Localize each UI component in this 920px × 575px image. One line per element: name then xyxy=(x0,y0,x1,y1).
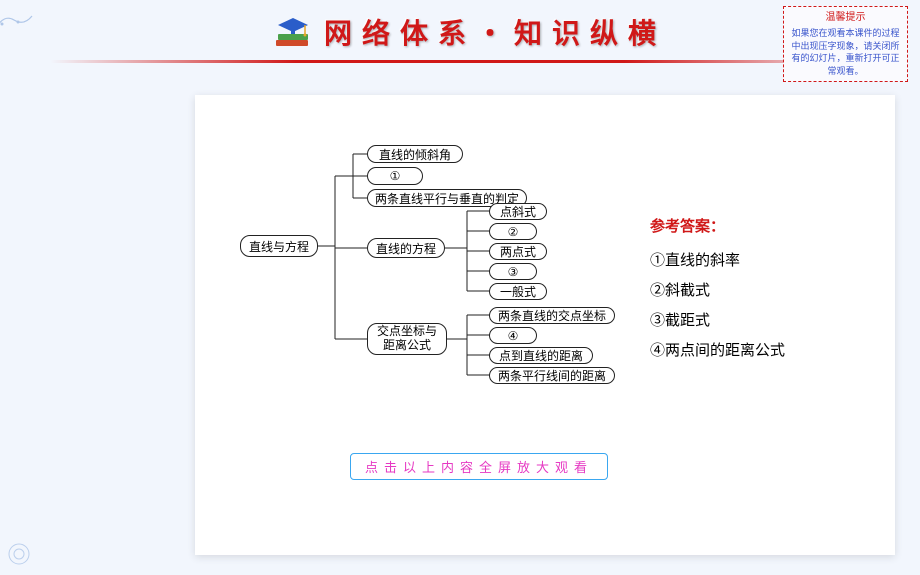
tree-node-g2n5: 一般式 xyxy=(489,283,547,300)
hint-box: 温馨提示 如果您在观看本课件的过程中出现压字现象，请关闭所有的幻灯片，重新打开可… xyxy=(783,6,908,82)
decoration-top-left xyxy=(0,10,34,32)
answers-title: 参考答案： xyxy=(650,212,785,242)
tree-node-g3n4: 两条平行线间的距离 xyxy=(489,367,615,384)
books-cap-icon xyxy=(272,12,314,54)
decoration-bottom-left xyxy=(4,539,34,569)
tree-node-group3-parent: 交点坐标与距离公式 xyxy=(367,323,447,355)
tree-node-g1n1: 直线的倾斜角 xyxy=(367,145,463,163)
answer-item: ①直线的斜率 xyxy=(650,246,785,276)
tree-node-g1n2: ① xyxy=(367,167,423,185)
answers-panel: 参考答案： ①直线的斜率 ②斜截式 ③截距式 ④两点间的距离公式 xyxy=(650,212,785,366)
answer-item: ④两点间的距离公式 xyxy=(650,336,785,366)
tree-node-g3n3: 点到直线的距离 xyxy=(489,347,593,364)
page-title: 网络体系・知识纵横 xyxy=(324,12,666,52)
tree-node-g2n3: 两点式 xyxy=(489,243,547,260)
answer-item: ②斜截式 xyxy=(650,276,785,306)
tree-node-g2n1: 点斜式 xyxy=(489,203,547,220)
tree-node-group2-parent: 直线的方程 xyxy=(367,238,445,258)
title-underline xyxy=(50,60,870,63)
answer-item: ③截距式 xyxy=(650,306,785,336)
tree-node-g2n4: ③ xyxy=(489,263,537,280)
hint-body: 如果您在观看本课件的过程中出现压字现象，请关闭所有的幻灯片，重新打开可正常观看。 xyxy=(791,28,899,76)
tree-connectors xyxy=(195,95,895,555)
tree-root: 直线与方程 xyxy=(240,235,318,257)
hint-title: 温馨提示 xyxy=(790,11,901,25)
tree-node-g2n2: ② xyxy=(489,223,537,240)
zoom-fullscreen-button[interactable]: 点击以上内容全屏放大观看 xyxy=(350,453,608,480)
tree-node-g3n2: ④ xyxy=(489,327,537,344)
tree-node-g3n1: 两条直线的交点坐标 xyxy=(489,307,615,324)
content-canvas: 直线与方程直线的倾斜角①两条直线平行与垂直的判定直线的方程点斜式②两点式③一般式… xyxy=(195,95,895,555)
